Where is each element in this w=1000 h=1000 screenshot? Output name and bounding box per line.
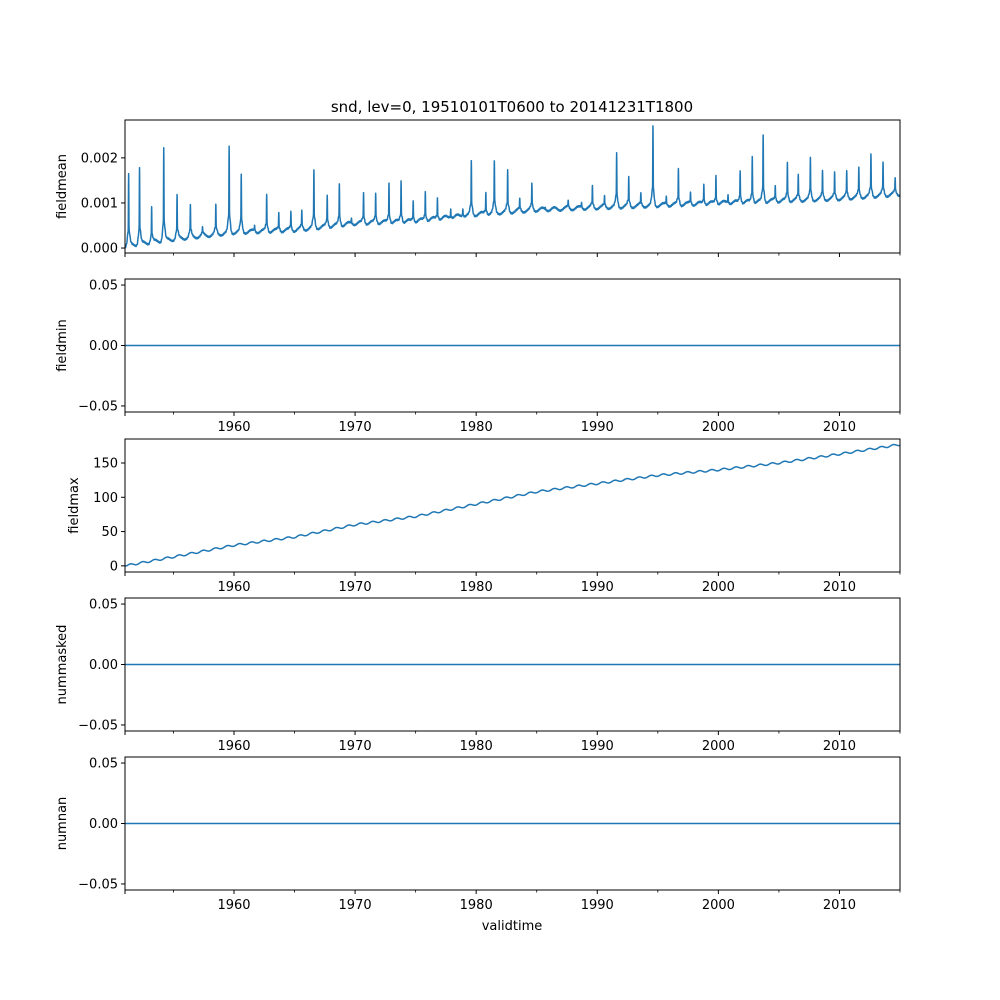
subplot-fieldmax: 0 50 100 150 1960 1970 1980 1990 2000 2010 fieldma…	[67, 438, 901, 595]
y-tick-label: 0.001	[81, 196, 118, 211]
y-tick-label: 0.05	[89, 598, 118, 613]
y-tick-label: 0.00	[89, 658, 118, 673]
y-tick-label: 0	[110, 559, 118, 574]
y-tick-label: 100	[93, 491, 118, 506]
x-tick-label: 1970	[339, 739, 372, 754]
y-tick-label: −0.05	[78, 718, 118, 733]
x-tick-label: 1990	[581, 898, 614, 913]
y-axis-label: nummasked	[55, 625, 70, 705]
x-tick-label: 1960	[217, 898, 250, 913]
x-tick-label: 2010	[823, 898, 856, 913]
x-tick-label: 1970	[339, 580, 372, 595]
x-tick-label: 1960	[217, 580, 250, 595]
x-tick-label: 1970	[339, 420, 372, 435]
y-tick-label: 50	[101, 525, 118, 540]
y-tick-label: 0.00	[89, 339, 118, 354]
x-tick-label: 1980	[460, 580, 493, 595]
y-axis-label: fieldmean	[55, 154, 70, 219]
y-axis-label: fieldmin	[55, 319, 70, 372]
x-tick-label: 2000	[702, 420, 735, 435]
axes-frame	[124, 438, 901, 573]
subplot-numnan: −0.05 0.00 0.05 1960 1970 1980 1990 2000 2010 num…	[55, 756, 901, 913]
x-axis-label: validtime	[482, 919, 543, 934]
x-tick-label: 2000	[702, 580, 735, 595]
y-tick-label: 0.05	[89, 279, 118, 294]
x-tick-label: 1990	[581, 739, 614, 754]
y-tick-label: 0.05	[89, 757, 118, 772]
subplot-fieldmean: 0.000 0.001 0.002 fieldmean	[55, 119, 901, 257]
x-tick-label: 1980	[460, 739, 493, 754]
y-tick-label: 0.000	[81, 242, 118, 257]
x-tick-label: 1960	[217, 739, 250, 754]
x-tick-label: 2000	[702, 898, 735, 913]
chart-title: snd, lev=0, 19510101T0600 to 20141231T18…	[331, 98, 693, 116]
x-tick-label: 2010	[823, 739, 856, 754]
y-axis-label: numnan	[55, 797, 70, 851]
series-line-fieldmean	[125, 125, 900, 249]
x-tick-label: 1990	[581, 420, 614, 435]
axes-frame	[124, 119, 901, 254]
y-tick-label: 0.00	[89, 817, 118, 832]
x-tick-label: 1980	[460, 898, 493, 913]
subplot-nummasked: −0.05 0.00 0.05 1960 1970 1980 1990 2000 2010 num…	[55, 597, 901, 754]
y-axis-label: fieldmax	[67, 477, 82, 534]
subplot-fieldmin: −0.05 0.00 0.05 1960 1970 1980 1990 2000 2010 fie…	[55, 278, 901, 435]
x-tick-label: 2010	[823, 420, 856, 435]
y-tick-label: −0.05	[78, 399, 118, 414]
y-tick-label: 0.002	[81, 151, 118, 166]
series-line-fieldmax	[125, 443, 900, 567]
y-tick-label: 150	[93, 456, 118, 471]
x-tick-label: 1960	[217, 420, 250, 435]
x-tick-label: 1990	[581, 580, 614, 595]
x-tick-label: 2010	[823, 580, 856, 595]
y-tick-label: −0.05	[78, 877, 118, 892]
x-tick-label: 2000	[702, 739, 735, 754]
x-tick-label: 1980	[460, 420, 493, 435]
x-tick-label: 1970	[339, 898, 372, 913]
